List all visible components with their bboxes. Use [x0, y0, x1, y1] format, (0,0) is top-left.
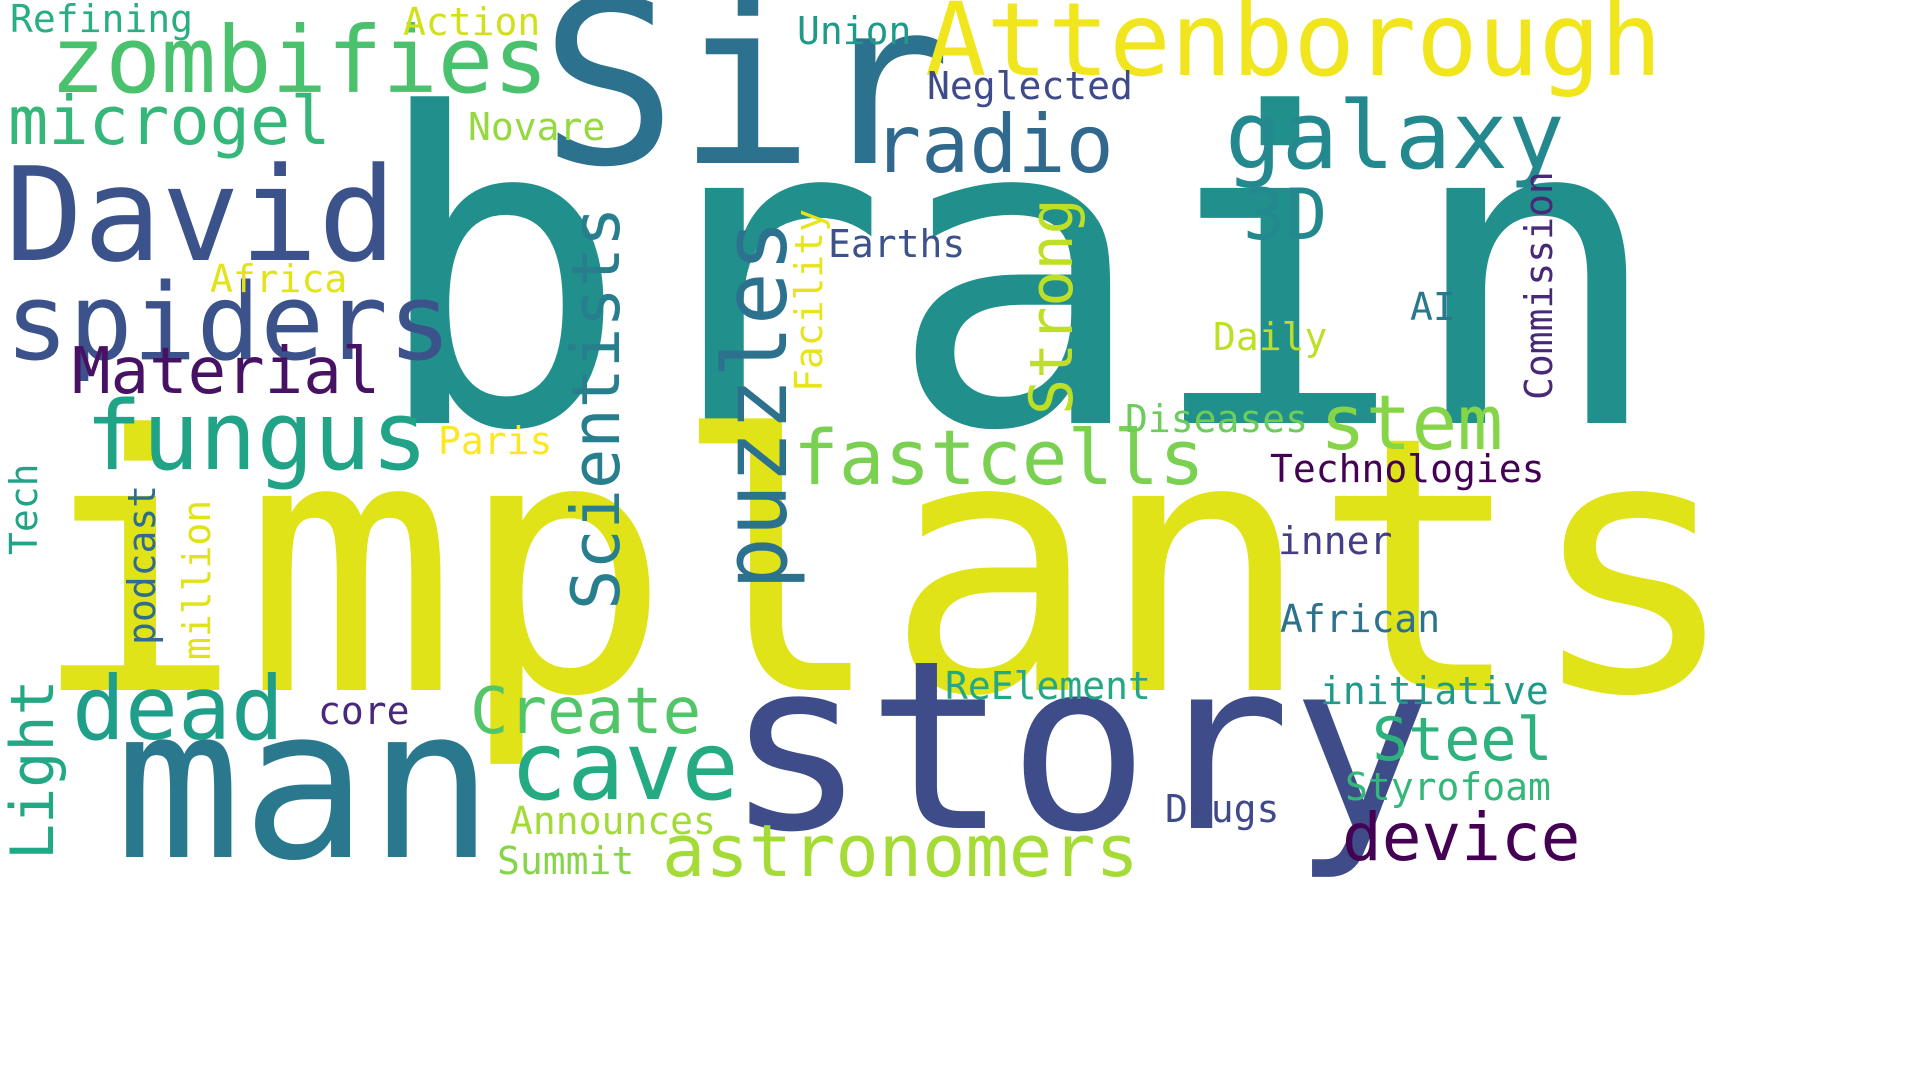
word-paris: Paris	[438, 419, 553, 463]
word-radio: radio	[873, 98, 1114, 191]
word-commission: Commission	[1517, 171, 1561, 400]
word-brain: brain	[370, 25, 1665, 525]
word-action: Action	[403, 0, 541, 44]
word-ai: AI	[1410, 285, 1456, 329]
word-africa: Africa	[210, 257, 348, 301]
word-create: Create	[470, 675, 702, 749]
word-reelement: ReElement	[945, 664, 1151, 708]
word-technologies: Technologies	[1270, 447, 1545, 491]
word-earths: Earths	[828, 222, 966, 266]
word-announces: Announces	[510, 799, 716, 843]
word-tech: Tech	[2, 463, 46, 555]
word-summit: Summit	[497, 839, 635, 883]
word-steel: Steel	[1372, 705, 1553, 775]
word-spiders: spiders	[5, 261, 452, 384]
word-refining: Refining	[10, 0, 194, 41]
word-african: African	[1280, 597, 1441, 641]
word-astronomers: astronomers	[662, 809, 1139, 893]
word-union: Union	[797, 9, 912, 53]
word-scientists: Scientists	[557, 206, 635, 610]
word-strong: Strong	[1017, 198, 1087, 415]
word-diseases: Diseases	[1125, 397, 1309, 441]
word-3d: 3D	[1243, 174, 1328, 256]
word-zombifies: zombifies	[50, 7, 549, 114]
word-facility: Facility	[787, 208, 831, 392]
word-microgel: microgel	[8, 82, 331, 160]
word-implants: implants	[30, 360, 1740, 774]
word-sir: Sir	[540, 0, 952, 217]
word-device: device	[1342, 799, 1581, 876]
word-man: man	[115, 662, 495, 907]
word-styrofoam: Styrofoam	[1345, 765, 1551, 809]
word-david: David	[5, 139, 397, 291]
word-galaxy: galaxy	[1225, 82, 1565, 191]
word-novare: Novare	[468, 105, 606, 149]
word-podcast: podcast	[120, 484, 164, 645]
word-core: core	[318, 689, 410, 733]
word-story: story	[725, 611, 1433, 884]
word-fungus: fungus	[85, 382, 429, 492]
word-cave: cave	[510, 712, 739, 822]
word-dead: dead	[72, 657, 284, 760]
word-fastcells: fastcells	[793, 413, 1205, 502]
word-initiative: initiative	[1320, 669, 1549, 713]
word-million: million	[175, 499, 219, 660]
word-neglected: Neglected	[927, 64, 1133, 108]
word-stem: stem	[1320, 378, 1504, 467]
word-attenborough: Attenborough	[925, 0, 1662, 100]
word-light: Light	[0, 679, 68, 860]
word-daily: Daily	[1213, 315, 1328, 359]
word-inner: inner	[1278, 519, 1393, 563]
word-material: Material	[72, 335, 381, 409]
word-drugs: Drugs	[1165, 787, 1280, 831]
